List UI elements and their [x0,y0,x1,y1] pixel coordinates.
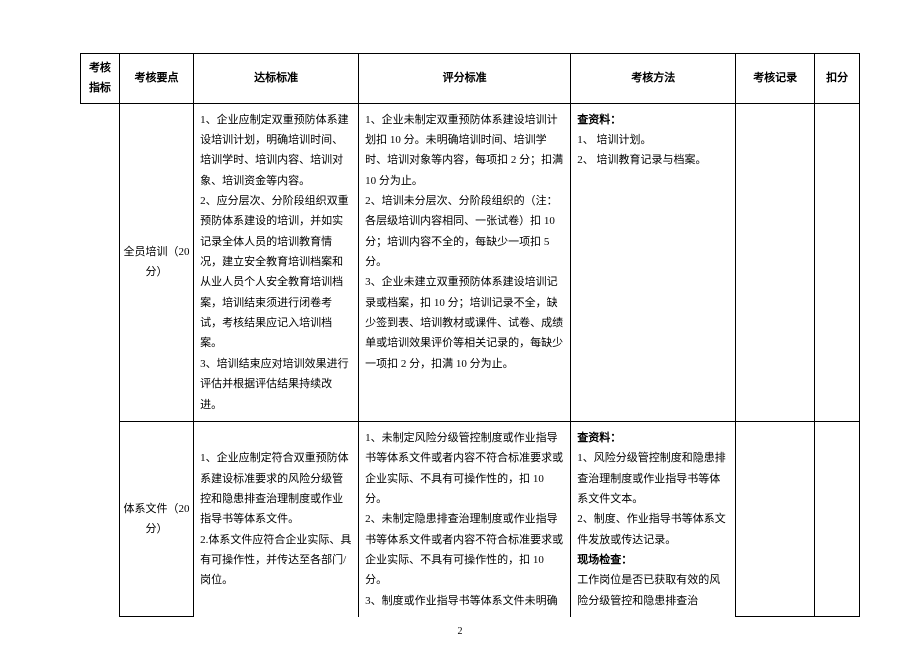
cell-deduct [815,421,860,617]
cell-standard: 1、企业应制定双重预防体系建设培训计划，明确培训时间、培训学时、培训内容、培训对… [194,103,359,421]
col-scoring: 评分标准 [359,54,571,104]
table-row: 体系文件（20 分） 1、企业应制定符合双重预防体系建设标准要求的风险分级管控和… [81,421,860,617]
table-row: 全员培训（20 分） 1、企业应制定双重预防体系建设培训计划，明确培训时间、培训… [81,103,860,421]
cell-scoring: 1、未制定风险分级管控制度或作业指导书等体系文件或者内容不符合标准要求或企业实际… [359,421,571,617]
cell-essential: 全员培训（20 分） [119,103,193,421]
cell-record [736,421,815,617]
col-record: 考核记录 [736,54,815,104]
cell-method: 查资料： 1、 培训计划。2、 培训教育记录与档案。 [571,103,736,421]
method-label: 查资料： [577,432,621,444]
cell-deduct [815,103,860,421]
method-label-2: 现场检查： [577,554,632,566]
assessment-table: 考核指标 考核要点 达标标准 评分标准 考核方法 考核记录 扣分 全员培训（20… [80,53,860,617]
cell-indicator [81,103,120,617]
method-text: 1、 培训计划。2、 培训教育记录与档案。 [577,134,706,166]
col-method: 考核方法 [571,54,736,104]
method-text: 1、风险分级管控制度和隐患排查治理制度或作业指导书等体系文件文本。2、制度、作业… [577,452,726,545]
cell-record [736,103,815,421]
method-label: 查资料： [577,114,621,126]
cell-essential: 体系文件（20 分） [119,421,193,617]
header-row: 考核指标 考核要点 达标标准 评分标准 考核方法 考核记录 扣分 [81,54,860,104]
method-text-2: 工作岗位是否已获取有效的风险分级管控和隐患排查治 [577,574,720,606]
cell-method: 查资料： 1、风险分级管控制度和隐患排查治理制度或作业指导书等体系文件文本。2、… [571,421,736,617]
col-essential: 考核要点 [119,54,193,104]
cell-scoring: 1、企业未制定双重预防体系建设培训计划扣 10 分。未明确培训时间、培训学时、培… [359,103,571,421]
col-standard: 达标标准 [194,54,359,104]
cell-standard: 1、企业应制定符合双重预防体系建设标准要求的风险分级管控和隐患排查治理制度或作业… [194,421,359,617]
col-deduct: 扣分 [815,54,860,104]
page-number: 2 [0,626,920,637]
col-indicator: 考核指标 [81,54,120,104]
